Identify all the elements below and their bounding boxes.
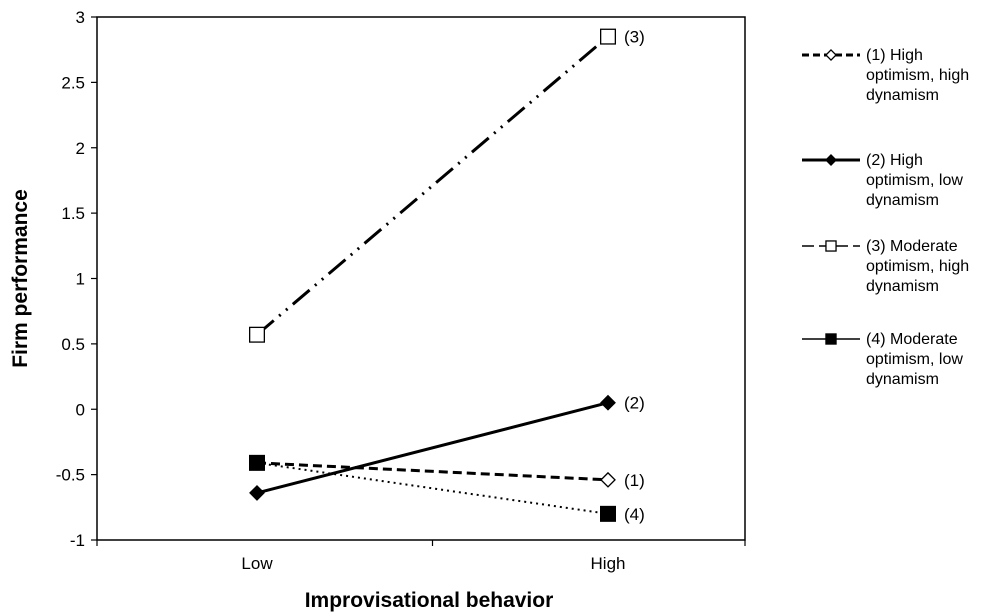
legend-label: dynamism: [866, 371, 939, 388]
open-square-marker: [248, 326, 265, 343]
series-3: (3): [248, 28, 645, 343]
plot-area: [96, 16, 746, 541]
filled-square-marker: [600, 505, 617, 522]
legend-label: dynamism: [866, 278, 939, 295]
open-square-marker: [600, 28, 617, 45]
y-tick-label: 1: [76, 270, 85, 289]
filled-diamond-marker: [825, 154, 837, 166]
series-line: [256, 461, 609, 515]
open-square-marker: [825, 240, 837, 252]
filled-square-marker: [248, 454, 265, 471]
x-tick-label: Low: [241, 554, 273, 573]
legend-label: optimism, low: [866, 172, 963, 189]
legend: (1) High optimism, high dynamism (2) High op…: [802, 47, 969, 388]
legend-label: optimism, high: [866, 258, 969, 275]
legend-label: (3) Moderate: [866, 238, 958, 255]
legend-label: dynamism: [866, 87, 939, 104]
series-line: [256, 461, 609, 482]
series-2: (2): [249, 394, 645, 501]
legend-entry-2: (2) High optimism, low dynamism: [802, 152, 963, 209]
series-1: (1): [249, 454, 645, 490]
filled-diamond-marker: [249, 485, 265, 501]
x-tick-label: High: [591, 554, 626, 573]
legend-entry-4: (4) Moderate optimism, low dynamism: [802, 331, 963, 388]
open-diamond-marker: [825, 49, 837, 61]
filled-square-marker: [825, 333, 837, 345]
open-diamond-marker: [600, 471, 616, 488]
y-tick-label: 2.5: [61, 73, 85, 92]
legend-label: (4) Moderate: [866, 331, 958, 348]
legend-entry-3: (3) Moderate optimism, high dynamism: [802, 238, 969, 295]
x-axis-ticks: Low High: [96, 540, 746, 573]
series-line: [256, 401, 609, 495]
y-tick-label: -0.5: [56, 466, 85, 485]
y-tick-label: -1: [70, 531, 85, 550]
y-tick-label: 0.5: [61, 335, 85, 354]
y-axis-ticks: -1 -0.5 0 0.5 1 1.5 2 2.5 3: [56, 8, 97, 550]
filled-diamond-marker: [600, 394, 616, 411]
y-axis-title: Firm performance: [9, 189, 32, 368]
legend-entry-1: (1) High optimism, high dynamism: [802, 47, 969, 104]
series-line: [256, 35, 609, 336]
point-label: (2): [624, 394, 645, 413]
point-label: (3): [624, 28, 645, 47]
legend-label: (2) High: [866, 152, 923, 169]
legend-label: optimism, low: [866, 351, 963, 368]
legend-label: optimism, high: [866, 67, 969, 84]
x-axis-title: Improvisational behavior: [305, 589, 554, 612]
point-label: (1): [624, 471, 645, 490]
legend-label: dynamism: [866, 192, 939, 209]
series-4: (4): [248, 454, 645, 524]
legend-label: (1) High: [866, 47, 923, 64]
series-layer: (1) (2) (3) (4): [248, 28, 645, 524]
y-tick-label: 0: [76, 400, 85, 419]
point-label: (4): [624, 505, 645, 524]
y-tick-label: 3: [76, 8, 85, 27]
y-tick-label: 2: [76, 139, 85, 158]
y-tick-label: 1.5: [61, 204, 85, 223]
